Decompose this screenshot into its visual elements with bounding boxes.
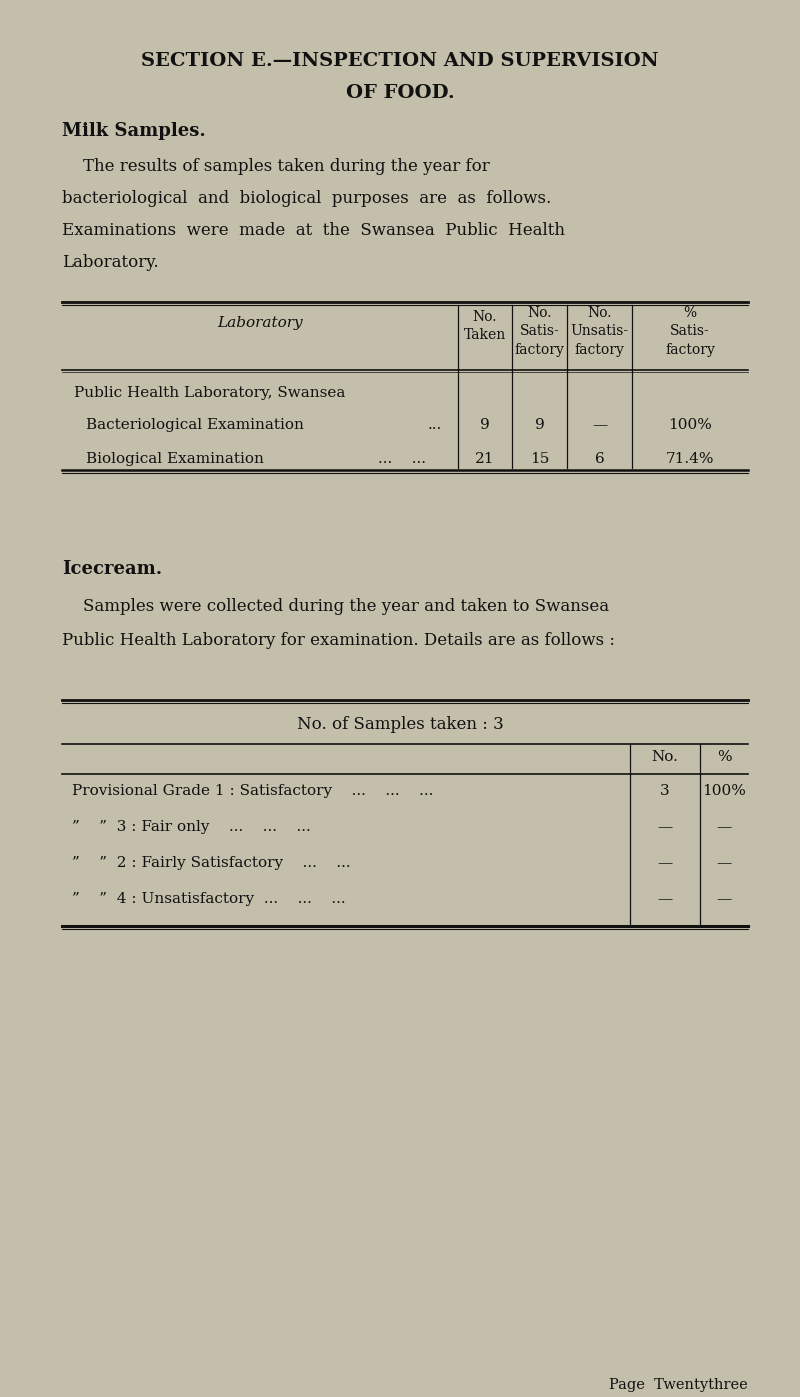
Text: 9: 9 (480, 418, 490, 432)
Text: No.
Taken: No. Taken (464, 310, 506, 342)
Text: —: — (658, 820, 673, 834)
Text: ”    ”  3 : Fair only    ...    ...    ...: ” ” 3 : Fair only ... ... ... (72, 820, 310, 834)
Text: ...    ...: ... ... (378, 453, 426, 467)
Text: Provisional Grade 1 : Satisfactory    ...    ...    ...: Provisional Grade 1 : Satisfactory ... .… (72, 784, 434, 798)
Text: The results of samples taken during the year for: The results of samples taken during the … (62, 158, 490, 175)
Text: %
Satis-
factory: % Satis- factory (665, 306, 715, 356)
Text: No.: No. (651, 750, 678, 764)
Text: 21: 21 (475, 453, 494, 467)
Text: ”    ”  2 : Fairly Satisfactory    ...    ...: ” ” 2 : Fairly Satisfactory ... ... (72, 856, 350, 870)
Text: No.
Unsatis-
factory: No. Unsatis- factory (570, 306, 629, 356)
Text: Bacteriological Examination: Bacteriological Examination (86, 418, 304, 432)
Text: —: — (592, 418, 607, 432)
Text: —: — (658, 856, 673, 870)
Text: 6: 6 (594, 453, 604, 467)
Text: 100%: 100% (702, 784, 746, 798)
Text: Examinations  were  made  at  the  Swansea  Public  Health: Examinations were made at the Swansea Pu… (62, 222, 565, 239)
Text: bacteriological  and  biological  purposes  are  as  follows.: bacteriological and biological purposes … (62, 190, 551, 207)
Text: Samples were collected during the year and taken to Swansea: Samples were collected during the year a… (62, 598, 609, 615)
Text: Public Health Laboratory, Swansea: Public Health Laboratory, Swansea (74, 386, 346, 400)
Text: OF FOOD.: OF FOOD. (346, 84, 454, 102)
Text: Icecream.: Icecream. (62, 560, 162, 578)
Text: Page  Twentythree: Page Twentythree (610, 1377, 748, 1391)
Text: 100%: 100% (668, 418, 712, 432)
Text: No.
Satis-
factory: No. Satis- factory (514, 306, 565, 356)
Text: 15: 15 (530, 453, 549, 467)
Text: —: — (716, 856, 732, 870)
Text: 3: 3 (660, 784, 670, 798)
Text: Laboratory.: Laboratory. (62, 254, 158, 271)
Text: —: — (716, 893, 732, 907)
Text: ...: ... (428, 418, 442, 432)
Text: %: % (717, 750, 731, 764)
Text: 9: 9 (534, 418, 544, 432)
Text: ”    ”  4 : Unsatisfactory  ...    ...    ...: ” ” 4 : Unsatisfactory ... ... ... (72, 893, 346, 907)
Text: Biological Examination: Biological Examination (86, 453, 264, 467)
Text: Public Health Laboratory for examination. Details are as follows :: Public Health Laboratory for examination… (62, 631, 615, 650)
Text: —: — (716, 820, 732, 834)
Text: —: — (658, 893, 673, 907)
Text: 71.4%: 71.4% (666, 453, 714, 467)
Text: Milk Samples.: Milk Samples. (62, 122, 206, 140)
Text: Laboratory: Laboratory (217, 316, 303, 330)
Text: No. of Samples taken : 3: No. of Samples taken : 3 (297, 717, 503, 733)
Text: SECTION E.—INSPECTION AND SUPERVISION: SECTION E.—INSPECTION AND SUPERVISION (141, 52, 659, 70)
